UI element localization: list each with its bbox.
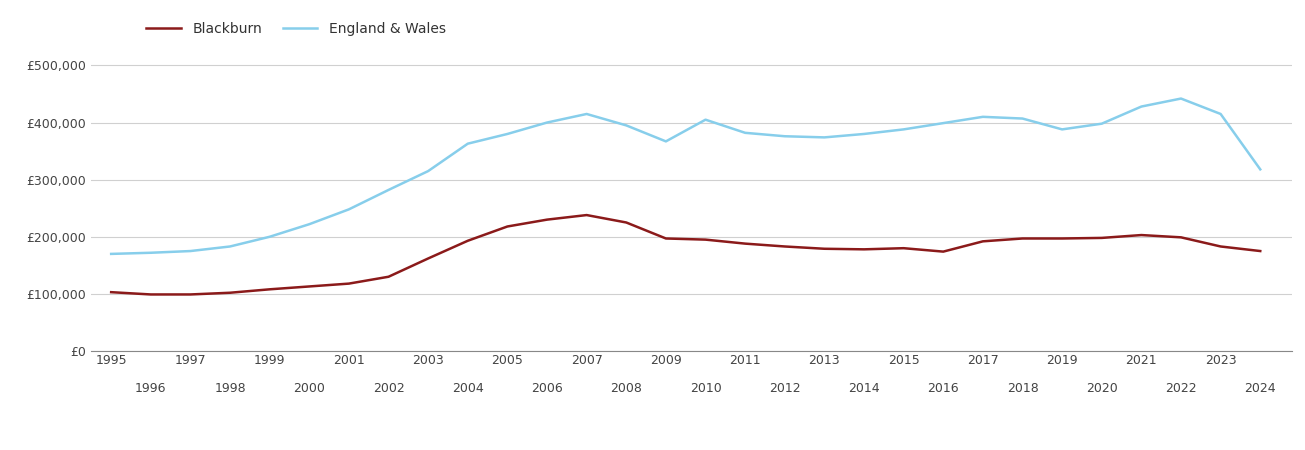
Blackburn (1253, 248, 1268, 254)
Blackburn (1054, 236, 1070, 241)
England & Wales (341, 207, 356, 212)
England & Wales (500, 131, 515, 137)
Text: 2020: 2020 (1086, 382, 1117, 395)
England & Wales (619, 123, 634, 128)
Text: 2004: 2004 (452, 382, 484, 395)
Blackburn (856, 247, 872, 252)
England & Wales (1094, 121, 1109, 126)
England & Wales (1134, 104, 1150, 109)
Text: 2006: 2006 (531, 382, 562, 395)
England & Wales (698, 117, 714, 122)
Text: 2018: 2018 (1006, 382, 1039, 395)
Blackburn (936, 249, 951, 254)
England & Wales (301, 221, 317, 227)
Blackburn (776, 244, 792, 249)
Blackburn (1094, 235, 1109, 241)
Blackburn (500, 224, 515, 229)
England & Wales (658, 139, 673, 144)
Line: England & Wales: England & Wales (111, 99, 1261, 254)
England & Wales (144, 250, 159, 256)
Blackburn (1173, 234, 1189, 240)
Text: 2024: 2024 (1245, 382, 1276, 395)
Blackburn (737, 241, 753, 246)
Blackburn (341, 281, 356, 286)
England & Wales (183, 248, 198, 254)
England & Wales (1253, 166, 1268, 172)
England & Wales (539, 120, 555, 125)
England & Wales (262, 234, 278, 239)
England & Wales (856, 131, 872, 137)
England & Wales (579, 111, 595, 117)
Text: 1996: 1996 (134, 382, 167, 395)
Blackburn (698, 237, 714, 242)
England & Wales (936, 121, 951, 126)
England & Wales (459, 141, 475, 146)
Blackburn (1212, 244, 1228, 249)
Text: 2010: 2010 (689, 382, 722, 395)
Line: Blackburn: Blackburn (111, 215, 1261, 294)
Blackburn (262, 287, 278, 292)
Blackburn (420, 256, 436, 261)
Blackburn (975, 238, 990, 244)
England & Wales (975, 114, 990, 120)
England & Wales (737, 130, 753, 135)
Text: 1998: 1998 (214, 382, 245, 395)
Blackburn (579, 212, 595, 218)
Blackburn (1015, 236, 1031, 241)
England & Wales (381, 187, 397, 193)
Text: 2016: 2016 (928, 382, 959, 395)
Blackburn (103, 289, 119, 295)
Text: 2014: 2014 (848, 382, 880, 395)
Blackburn (1134, 232, 1150, 238)
Blackburn (619, 220, 634, 225)
Text: 2002: 2002 (373, 382, 405, 395)
England & Wales (895, 127, 911, 132)
Blackburn (381, 274, 397, 279)
Blackburn (222, 290, 238, 296)
England & Wales (1212, 111, 1228, 117)
England & Wales (1054, 127, 1070, 132)
Blackburn (658, 236, 673, 241)
Blackburn (459, 238, 475, 243)
England & Wales (817, 135, 833, 140)
Text: 2012: 2012 (769, 382, 800, 395)
England & Wales (222, 244, 238, 249)
Blackburn (895, 246, 911, 251)
Blackburn (183, 292, 198, 297)
Blackburn (817, 246, 833, 252)
England & Wales (420, 168, 436, 174)
England & Wales (103, 251, 119, 256)
England & Wales (776, 134, 792, 139)
Text: 2008: 2008 (611, 382, 642, 395)
Legend: Blackburn, England & Wales: Blackburn, England & Wales (146, 22, 445, 36)
Text: 2000: 2000 (294, 382, 325, 395)
Blackburn (539, 217, 555, 222)
England & Wales (1015, 116, 1031, 121)
England & Wales (1173, 96, 1189, 101)
Text: 2022: 2022 (1165, 382, 1197, 395)
Blackburn (144, 292, 159, 297)
Blackburn (301, 284, 317, 289)
